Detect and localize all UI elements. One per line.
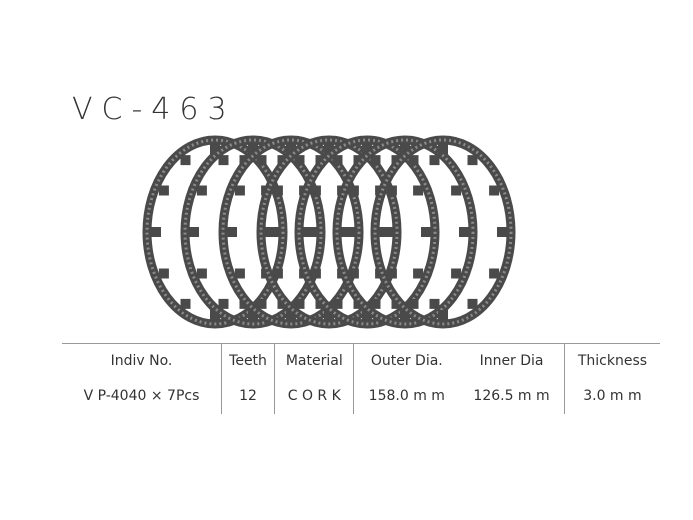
plate-tooth [324,310,334,320]
cell-teeth: 12 [220,378,275,414]
plate-tooth [467,155,478,166]
plate-tooth [332,298,343,309]
clutch-plates-image [142,135,516,329]
cell-outer-dia: 158.0 m m [353,378,460,414]
plate-tooth [256,155,267,166]
header-material: Material [274,343,354,378]
plate-tooth [294,298,305,309]
spec-table: Indiv No. Teeth Material Outer Dia. Inne… [62,343,660,414]
plate-tooth [370,298,381,309]
plate-tooth [379,227,389,237]
plate-texture [145,138,285,326]
header-teeth: Teeth [220,343,275,378]
plate-tooth [451,268,462,279]
plate-tooth [248,310,258,320]
plate-tooth [400,144,410,154]
plate-tooth [158,268,169,279]
plate-tooth [286,144,296,154]
plate-tooth [324,144,334,154]
plate-tooth [348,268,359,279]
cell-indiv-no: V P-4040 × 7Pcs [83,388,200,404]
plate-tooth [332,155,343,166]
plate-tooth [429,155,440,166]
plate-tooth [429,298,440,309]
plate-tooth [467,298,478,309]
plate-tooth [413,268,424,279]
cell-material: C O R K [274,378,354,414]
clutch-plate [370,135,516,329]
plate-tooth [180,155,191,166]
product-model-title: VC-463 [72,92,236,127]
plate-tooth [248,144,258,154]
cell-thickness: 3.0 m m [563,378,660,414]
header-thickness: Thickness [563,343,660,378]
plate-tooth [362,310,372,320]
plate-tooth [196,268,207,279]
plate-tooth [256,298,267,309]
plate-tooth [180,298,191,309]
header-indiv-no: Indiv No. [110,353,173,369]
cell-inner-dia: 126.5 m m [473,388,550,404]
spec-header-row: Indiv No. Teeth Material Outer Dia. Inne… [62,343,660,378]
plate-tooth [234,268,245,279]
spec-row: V P-4040 × 7Pcs 12 C O R K 158.0 m m 126… [62,378,660,414]
plate-tooth [451,185,462,196]
plate-tooth [310,185,321,196]
plate-tooth [272,268,283,279]
plate-tooth [210,144,220,154]
plate-tooth [489,268,500,279]
plate-tooth [218,155,229,166]
plate-tooth [386,268,397,279]
plate-tooth [196,185,207,196]
plate-tooth [438,144,448,154]
plate-tooth [459,227,469,237]
header-inner-dia: Inner Dia [479,353,544,369]
plate-tooth [341,227,351,237]
plate-tooth [497,227,507,237]
clutch-plate [332,135,478,329]
plate-tooth [310,268,321,279]
plate-tooth [294,155,305,166]
plate-tooth [362,144,372,154]
plate-tooth [158,185,169,196]
header-outer-dia: Outer Dia. [353,343,460,378]
plate-tooth [386,185,397,196]
plate-tooth [438,310,448,320]
plate-tooth [370,155,381,166]
plate-tooth [408,298,419,309]
plate-tooth [272,185,283,196]
plate-tooth [303,227,313,237]
plate-texture [373,138,513,326]
plate-texture [183,138,323,326]
plate-tooth [218,298,229,309]
plate-tooth [151,227,161,237]
plate-tooth [408,155,419,166]
plate-tooth [227,227,237,237]
plate-texture [259,138,399,326]
plate-tooth [286,310,296,320]
plate-texture [297,138,437,326]
plate-tooth [421,227,431,237]
plate-tooth [189,227,199,237]
plate-tooth [400,310,410,320]
plate-tooth [234,185,245,196]
plate-texture [335,138,475,326]
plate-tooth [348,185,359,196]
plate-tooth [210,310,220,320]
plate-tooth [489,185,500,196]
plate-tooth [413,185,424,196]
plate-tooth [265,227,275,237]
plate-texture [221,138,361,326]
